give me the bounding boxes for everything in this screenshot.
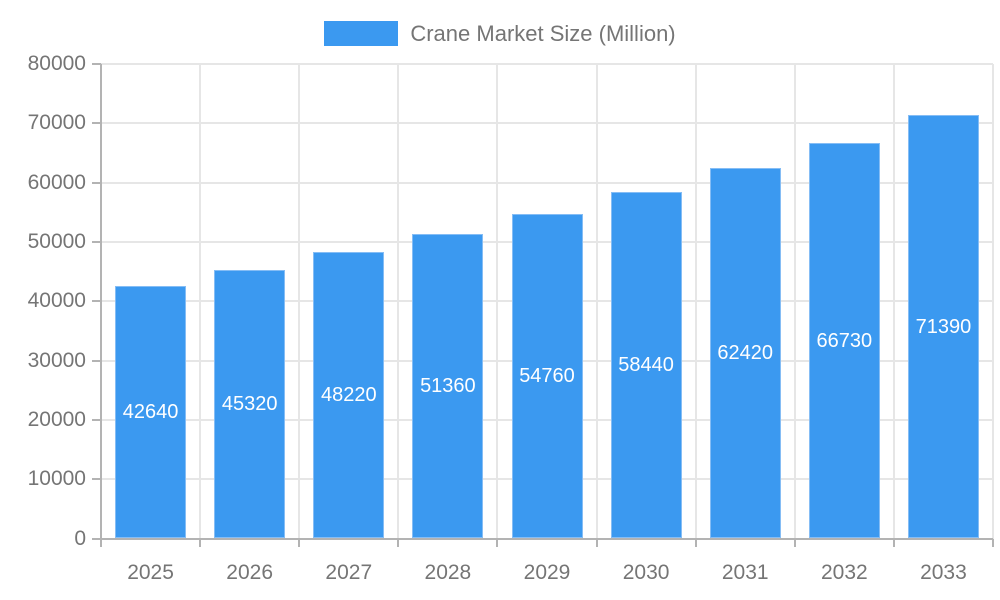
x-axis-tick xyxy=(694,538,697,547)
x-axis-tick xyxy=(892,538,895,547)
x-tick-label: 2033 xyxy=(920,561,967,584)
x-tick-label: 2030 xyxy=(622,561,670,584)
y-tick-label: 40000 xyxy=(27,289,86,313)
y-tick-label: 80000 xyxy=(27,52,86,75)
v-grid-line xyxy=(496,64,499,539)
y-tick-label: 30000 xyxy=(27,348,86,372)
y-axis-tick xyxy=(92,359,101,362)
x-tick-label: 2026 xyxy=(226,561,274,584)
y-axis-line xyxy=(100,64,102,539)
v-grid-line xyxy=(298,64,301,539)
v-grid-line xyxy=(892,64,895,539)
y-axis-tick xyxy=(92,537,101,540)
x-tick-label: 2025 xyxy=(127,561,174,584)
bar-value-label: 66730 xyxy=(816,329,873,352)
bar-value-label: 62420 xyxy=(717,342,774,365)
bar-value-label: 54760 xyxy=(519,365,575,388)
y-grid-line xyxy=(101,181,993,184)
y-axis-tick xyxy=(92,181,101,184)
y-tick-label: 20000 xyxy=(27,407,86,431)
bar[interactable] xyxy=(511,213,583,539)
y-tick-label: 50000 xyxy=(27,229,86,253)
x-axis-tick xyxy=(992,538,994,547)
bar[interactable] xyxy=(214,269,286,539)
v-grid-line xyxy=(992,64,994,539)
bar[interactable] xyxy=(412,233,484,539)
bar-value-label: 71390 xyxy=(915,315,972,338)
v-grid-line xyxy=(199,64,202,539)
v-grid-line xyxy=(694,64,697,539)
y-grid-line xyxy=(101,122,993,125)
bar[interactable] xyxy=(313,252,385,539)
x-axis-tick xyxy=(298,538,301,547)
v-grid-line xyxy=(793,64,796,539)
bar-value-label: 42640 xyxy=(122,401,179,424)
bar[interactable] xyxy=(808,142,880,539)
bar-value-label: 45320 xyxy=(221,393,278,416)
x-axis-tick xyxy=(595,538,598,547)
legend-label: Crane Market Size (Million) xyxy=(410,21,676,46)
x-axis-tick xyxy=(496,538,499,547)
bar-value-label: 58440 xyxy=(618,354,674,377)
y-axis-tick xyxy=(92,240,101,243)
y-tick-label: 70000 xyxy=(27,111,86,135)
y-tick-label: 0 xyxy=(74,526,86,550)
x-tick-label: 2031 xyxy=(721,561,769,584)
x-axis-tick xyxy=(100,538,102,547)
x-tick-label: 2028 xyxy=(424,561,472,584)
y-axis-tick xyxy=(92,478,101,481)
x-tick-label: 2027 xyxy=(325,561,373,584)
bar[interactable] xyxy=(610,191,682,539)
bar[interactable] xyxy=(907,115,979,539)
y-grid-line xyxy=(101,63,993,65)
x-tick-label: 2029 xyxy=(523,561,571,584)
bar[interactable] xyxy=(115,285,187,539)
y-tick-label: 10000 xyxy=(27,467,86,491)
legend-swatch[interactable] xyxy=(324,21,399,46)
bar[interactable] xyxy=(709,168,781,539)
x-axis-tick xyxy=(793,538,796,547)
y-axis-tick xyxy=(92,122,101,125)
y-tick-label: 60000 xyxy=(27,170,86,194)
bar-value-label: 48220 xyxy=(320,384,377,407)
y-axis-tick xyxy=(92,63,101,65)
legend[interactable]: Crane Market Size (Million) xyxy=(0,20,1000,47)
v-grid-line xyxy=(397,64,400,539)
x-axis-tick xyxy=(397,538,400,547)
y-axis-tick xyxy=(92,418,101,421)
x-axis-tick xyxy=(199,538,202,547)
y-axis-tick xyxy=(92,300,101,303)
x-axis-line xyxy=(101,537,993,540)
x-tick-label: 2032 xyxy=(820,561,868,584)
bar-value-label: 51360 xyxy=(420,375,476,398)
v-grid-line xyxy=(595,64,598,539)
